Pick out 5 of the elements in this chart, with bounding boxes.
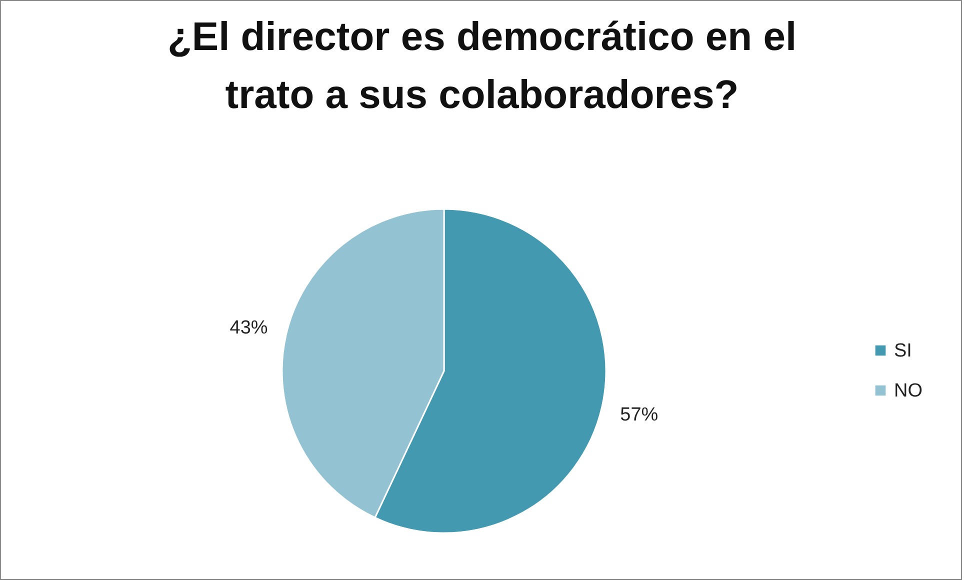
data-label: 57% [620, 404, 658, 426]
legend-label: SI [894, 340, 912, 362]
chart-title: ¿El director es democrático en el trato a sus colaboradores? [167, 15, 797, 117]
data-label: 43% [230, 317, 268, 338]
legend-label: NO [894, 380, 922, 402]
